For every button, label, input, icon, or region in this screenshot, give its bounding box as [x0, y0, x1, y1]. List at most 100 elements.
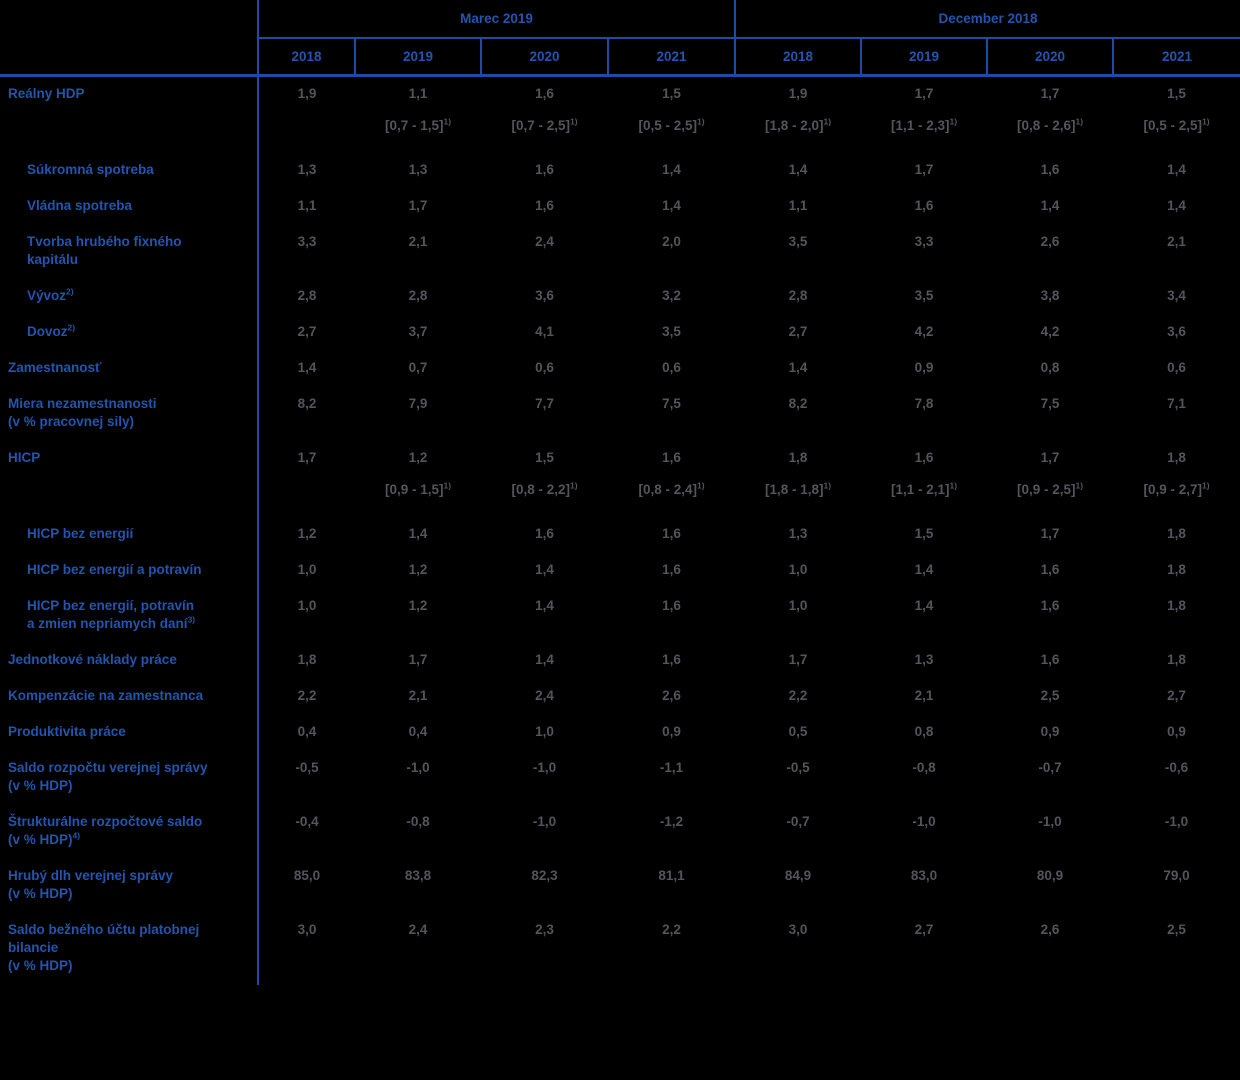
- value-cell: 3,5: [788, 234, 808, 249]
- value-cell: 7,5: [662, 396, 681, 411]
- footnote-mark: 1): [1201, 116, 1210, 127]
- value-cell: 1,4: [535, 598, 554, 613]
- value-cell: 79,0: [1163, 868, 1190, 883]
- value-cell: 8,2: [788, 396, 808, 411]
- row-label: Vývoz2): [0, 279, 259, 315]
- footnote-mark: 1): [949, 116, 958, 127]
- value-cell: 1,4: [788, 162, 808, 177]
- value-cell: 1,5: [914, 526, 934, 541]
- year-header-marec-2020: 2020: [480, 38, 608, 77]
- table-row: HICP bez energií, potravín a zmien nepria…: [0, 589, 1240, 643]
- table-row: Miera nezamestnanosti (v % pracovnej sily…: [0, 387, 1240, 441]
- row-label: HICP bez energií: [0, 517, 259, 553]
- row-label: Tvorba hrubého fixného kapitálu: [0, 225, 259, 279]
- value-cell: 1,4: [535, 652, 554, 667]
- value-cell: 2,5: [1040, 688, 1060, 703]
- value-cell: 1,2: [408, 562, 428, 577]
- value-cell: 1,4: [662, 162, 681, 177]
- footnote-mark: 2): [66, 286, 74, 297]
- uncertainty-range: [0,5 - 2,5]1): [638, 116, 705, 133]
- value-cell: 4,1: [535, 324, 554, 339]
- row-label: HICP bez energií, potravín a zmien nepria…: [0, 589, 259, 643]
- value-cell: 0,8: [914, 724, 934, 739]
- value-cell: 1,4: [662, 198, 681, 213]
- value-cell: 0,4: [408, 724, 428, 739]
- value-cell: 1,5 [0,5 - 2,5]1): [608, 76, 735, 154]
- value-cell: 7,5: [1040, 396, 1060, 411]
- table-row: Súkromná spotreba 1,3 1,3 1,6 1,4 1,4 1,7 1,6 1,…: [0, 153, 1240, 189]
- projections-table: Marec 2019 December 2018 2018 2019 2020 …: [0, 0, 1240, 985]
- value-cell: 1,6: [662, 652, 681, 667]
- row-label: Zamestnanosť: [0, 351, 259, 387]
- value-cell: 1,0: [297, 598, 317, 613]
- year-header-december-2021: 2021: [1111, 38, 1240, 77]
- footnote-mark: 1): [443, 116, 452, 127]
- row-label: Kompenzácie na zamestnanca: [0, 679, 259, 715]
- footnote-mark: 1): [443, 480, 452, 491]
- value-cell: 2,2: [297, 688, 317, 703]
- value-cell: 1,3: [408, 162, 428, 177]
- value-cell: 1,3: [914, 652, 934, 667]
- value-cell: 1,6: [662, 526, 681, 541]
- value-cell: 2,1: [1167, 234, 1186, 249]
- value-cell: 3,2: [662, 288, 681, 303]
- table-header: Marec 2019 December 2018 2018 2019 2020 …: [0, 0, 1240, 77]
- value-cell: -0,7: [786, 814, 810, 829]
- value-cell: 2,5: [1167, 922, 1186, 937]
- value-cell: -0,5: [295, 760, 319, 775]
- value-cell: 7,7: [535, 396, 554, 411]
- value-cell: 1,6: [914, 198, 934, 213]
- uncertainty-range: [1,8 - 2,0]1): [764, 116, 832, 133]
- value-cell: 2,7: [297, 324, 317, 339]
- value-cell: 1,3: [297, 162, 317, 177]
- table-row: Jednotkové náklady práce 1,8 1,7 1,4 1,6 1,7 1…: [0, 643, 1240, 679]
- year-header-marec-2019: 2019: [354, 38, 481, 77]
- table-row: Dovoz2) 2,7 3,7 4,1 3,5 2,7 4,2 4,2 3,6: [0, 315, 1240, 351]
- value-cell: 81,1: [658, 868, 685, 883]
- value-cell: 8,2: [297, 396, 317, 411]
- table-row: Hrubý dlh verejnej správy (v % HDP) 85,0 83…: [0, 859, 1240, 913]
- value-cell: 2,7: [1167, 688, 1186, 703]
- value-cell: 2,8: [788, 288, 808, 303]
- value-cell: 2,6: [1040, 234, 1060, 249]
- value-cell: 1,4: [535, 562, 554, 577]
- uncertainty-range: [0,7 - 1,5]1): [384, 116, 452, 133]
- value-cell: 1,0: [788, 598, 808, 613]
- value-cell: 1,6: [662, 598, 681, 613]
- row-label: Súkromná spotreba: [0, 153, 259, 189]
- footnote-mark: 4): [72, 830, 81, 841]
- year-header-marec-2021: 2021: [607, 38, 735, 77]
- value-cell: 2,2: [788, 688, 808, 703]
- value-cell: 2,7: [914, 922, 934, 937]
- row-label: HICP: [0, 441, 259, 517]
- value-cell: -1,1: [659, 760, 684, 775]
- value-cell: 85,0: [293, 868, 321, 883]
- value-cell: 4,2: [1040, 324, 1060, 339]
- footnote-mark: 1): [569, 480, 578, 491]
- value-cell: 0,4: [297, 724, 317, 739]
- value-cell: -1,0: [532, 760, 557, 775]
- value-cell: 2,2: [662, 922, 681, 937]
- value-cell: 0,9: [662, 724, 681, 739]
- value-cell: -1,0: [1038, 814, 1062, 829]
- row-label: Miera nezamestnanosti (v % pracovnej sily…: [0, 387, 259, 441]
- table-row: Saldo rozpočtu verejnej správy (v % HDP) -…: [0, 751, 1240, 805]
- value-cell: 1,8: [1167, 562, 1186, 577]
- value-cell: 1,1 [0,7 - 1,5]1): [355, 76, 481, 154]
- footnote-mark: 3): [187, 614, 196, 625]
- value-cell: 3,8: [1040, 288, 1060, 303]
- row-label: Saldo bežného účtu platobnej bilancie (v %…: [0, 913, 259, 985]
- row-label: Vládna spotreba: [0, 189, 259, 225]
- value-cell: -0,8: [912, 760, 936, 775]
- value-cell: 83,8: [404, 868, 432, 883]
- value-cell: -1,0: [912, 814, 936, 829]
- table-row: Štrukturálne rozpočtové saldo (v % HDP)4)…: [0, 805, 1240, 859]
- year-header-row: 2018 2019 2020 2021 2018 2019 2020 2021: [0, 38, 1240, 77]
- value-cell: 2,7: [788, 324, 808, 339]
- value-cell: 1,7: [297, 450, 317, 465]
- value-cell: 83,0: [910, 868, 938, 883]
- value-cell: 2,4: [535, 688, 554, 703]
- uncertainty-range: [0,8 - 2,6]1): [1016, 116, 1084, 133]
- value-cell: 1,8: [1167, 652, 1186, 667]
